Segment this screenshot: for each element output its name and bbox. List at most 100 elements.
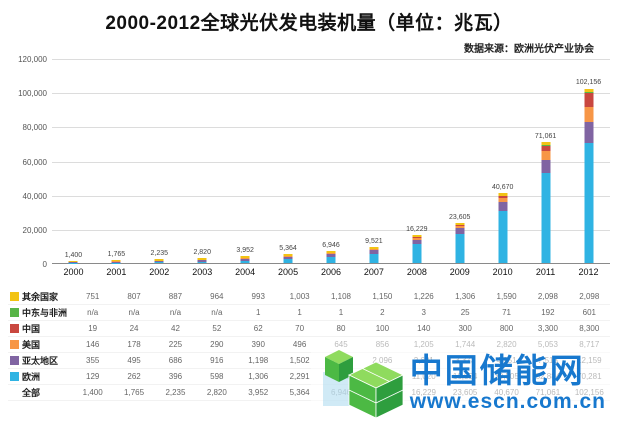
- row-label: 其余国家: [8, 290, 72, 303]
- table-cell: 496: [292, 340, 307, 349]
- bar-segment-其余国家: [197, 258, 207, 260]
- stacked-bar: [584, 88, 594, 263]
- bar-segment-欧洲: [541, 172, 551, 263]
- bar-group: 71,061: [524, 59, 567, 263]
- table-cell: 396: [168, 372, 183, 381]
- bar-value-label: 9,521: [365, 237, 383, 245]
- data-source-note: 数据来源：欧洲光伏产业协会: [464, 44, 594, 55]
- y-axis: 120,000 100,000 80,000 60,000 40,000 20,000 0: [8, 55, 52, 269]
- table-cell: 25: [460, 308, 470, 317]
- table-cell: 192: [541, 308, 555, 317]
- escn-watermark: 中国储能网 www.escn.com.cn: [310, 338, 616, 430]
- stacked-bar: [369, 246, 379, 263]
- bar-segment-美国: [455, 225, 465, 229]
- bar-group: 102,156: [567, 59, 610, 263]
- stacked-bar: [111, 260, 121, 263]
- bar-value-label: 40,670: [491, 184, 514, 192]
- x-axis-year-label: 2009: [449, 267, 470, 277]
- table-cell: 225: [168, 340, 183, 349]
- gridline: [52, 93, 610, 95]
- bar-group: 40,670: [481, 59, 524, 263]
- table-cell: 1,150: [372, 292, 393, 301]
- bar-segment-美国: [283, 255, 293, 257]
- bar-segment-欧洲: [154, 262, 164, 263]
- table-cell: 290: [210, 340, 224, 349]
- bar-segment-欧洲: [412, 244, 422, 263]
- table-cell: 807: [127, 292, 141, 301]
- stacked-bar-chart: 120,000 100,000 80,000 60,000 40,000 20,000 0 …: [8, 55, 610, 269]
- stacked-bar: [326, 251, 336, 263]
- bar-group: 2,235: [138, 59, 181, 263]
- table-cell: 800: [499, 324, 514, 333]
- table-cell: 8,300: [579, 324, 600, 333]
- table-cell: 1,306: [248, 372, 269, 381]
- table-cell: 42: [171, 324, 180, 333]
- bar-segment-中国: [584, 93, 594, 108]
- bar-segment-其余国家: [412, 235, 422, 238]
- bar-segment-亚太地区: [412, 239, 422, 245]
- stacked-bar: [283, 253, 293, 263]
- bar-group: 1,400: [52, 59, 95, 263]
- table-cell: 2,235: [165, 388, 186, 397]
- bar-value-label: 6,946: [322, 242, 340, 250]
- bar-segment-美国: [584, 107, 594, 123]
- table-cell: 601: [582, 308, 596, 317]
- bar-segment-其余国家: [541, 141, 551, 146]
- bar-value-label: 1,765: [107, 250, 126, 258]
- x-axis-year-label: 2005: [278, 267, 299, 277]
- gridline: [52, 161, 610, 163]
- bar-group: 5,364: [267, 59, 310, 263]
- bar-value-label: 5,364: [279, 244, 297, 252]
- table-cell: 70: [295, 324, 305, 333]
- x-axis-year-label: 2000: [63, 267, 84, 277]
- stacked-bar: [240, 256, 250, 263]
- bar-segment-其余国家: [240, 256, 250, 258]
- table-cell: 2: [380, 308, 385, 317]
- bar-segment-其余国家: [498, 193, 508, 197]
- table-cell: 2,291: [289, 372, 310, 381]
- legend-swatch: [10, 372, 19, 381]
- legend-swatch-spacer: [10, 388, 19, 397]
- table-cell: 495: [127, 356, 141, 365]
- bar-segment-欧洲: [240, 260, 250, 263]
- bar-segment-亚太地区: [455, 228, 465, 235]
- bar-value-label: 102,156: [575, 79, 602, 87]
- stacked-bar: [541, 141, 551, 263]
- bar-segment-欧洲: [584, 142, 594, 263]
- bar-value-label: 71,061: [534, 132, 557, 140]
- watermark-text: 中国储能网 www.escn.com.cn: [410, 353, 606, 415]
- table-cell: 52: [212, 324, 222, 333]
- table-cell: 3,300: [537, 324, 558, 333]
- bar-segment-欧洲: [283, 259, 293, 263]
- bar-segment-美国: [369, 248, 379, 251]
- x-axis: 2000 2001 2002 2003 2004 2005 2006 2007 2008 2009…: [52, 264, 610, 277]
- gridline: [52, 127, 610, 129]
- table-cell: 2,098: [579, 292, 600, 301]
- y-axis-tick-label: 80,000: [22, 123, 47, 133]
- table-cell: 1: [297, 308, 302, 317]
- stacked-bar: [498, 193, 508, 263]
- bar-segment-亚太地区: [197, 260, 207, 262]
- row-label: 亚太地区: [8, 354, 72, 367]
- bar-group: 2,820: [181, 59, 224, 263]
- bar-segment-亚太地区: [68, 262, 78, 263]
- table-cell: 1,306: [455, 292, 476, 301]
- table-cell: 1: [338, 308, 344, 317]
- table-cell: 1,226: [413, 292, 434, 301]
- x-axis-year-label: 2007: [363, 267, 384, 277]
- table-cell: 390: [251, 340, 265, 349]
- bar-segment-美国: [412, 237, 422, 240]
- table-cell: 1: [256, 308, 261, 317]
- bar-group: 23,605: [438, 59, 481, 263]
- bar-segment-其余国家: [283, 253, 293, 256]
- stacked-bar: [197, 258, 207, 263]
- y-axis-tick-label: 40,000: [22, 191, 47, 201]
- bar-segment-亚太地区: [369, 250, 379, 254]
- table-cell: 3: [421, 308, 426, 317]
- table-cell: 355: [86, 356, 100, 365]
- table-cell: 19: [88, 324, 98, 333]
- row-label: 中东与非洲: [8, 306, 72, 319]
- bar-segment-中国: [498, 196, 508, 198]
- y-axis-tick-label: 100,000: [18, 89, 47, 99]
